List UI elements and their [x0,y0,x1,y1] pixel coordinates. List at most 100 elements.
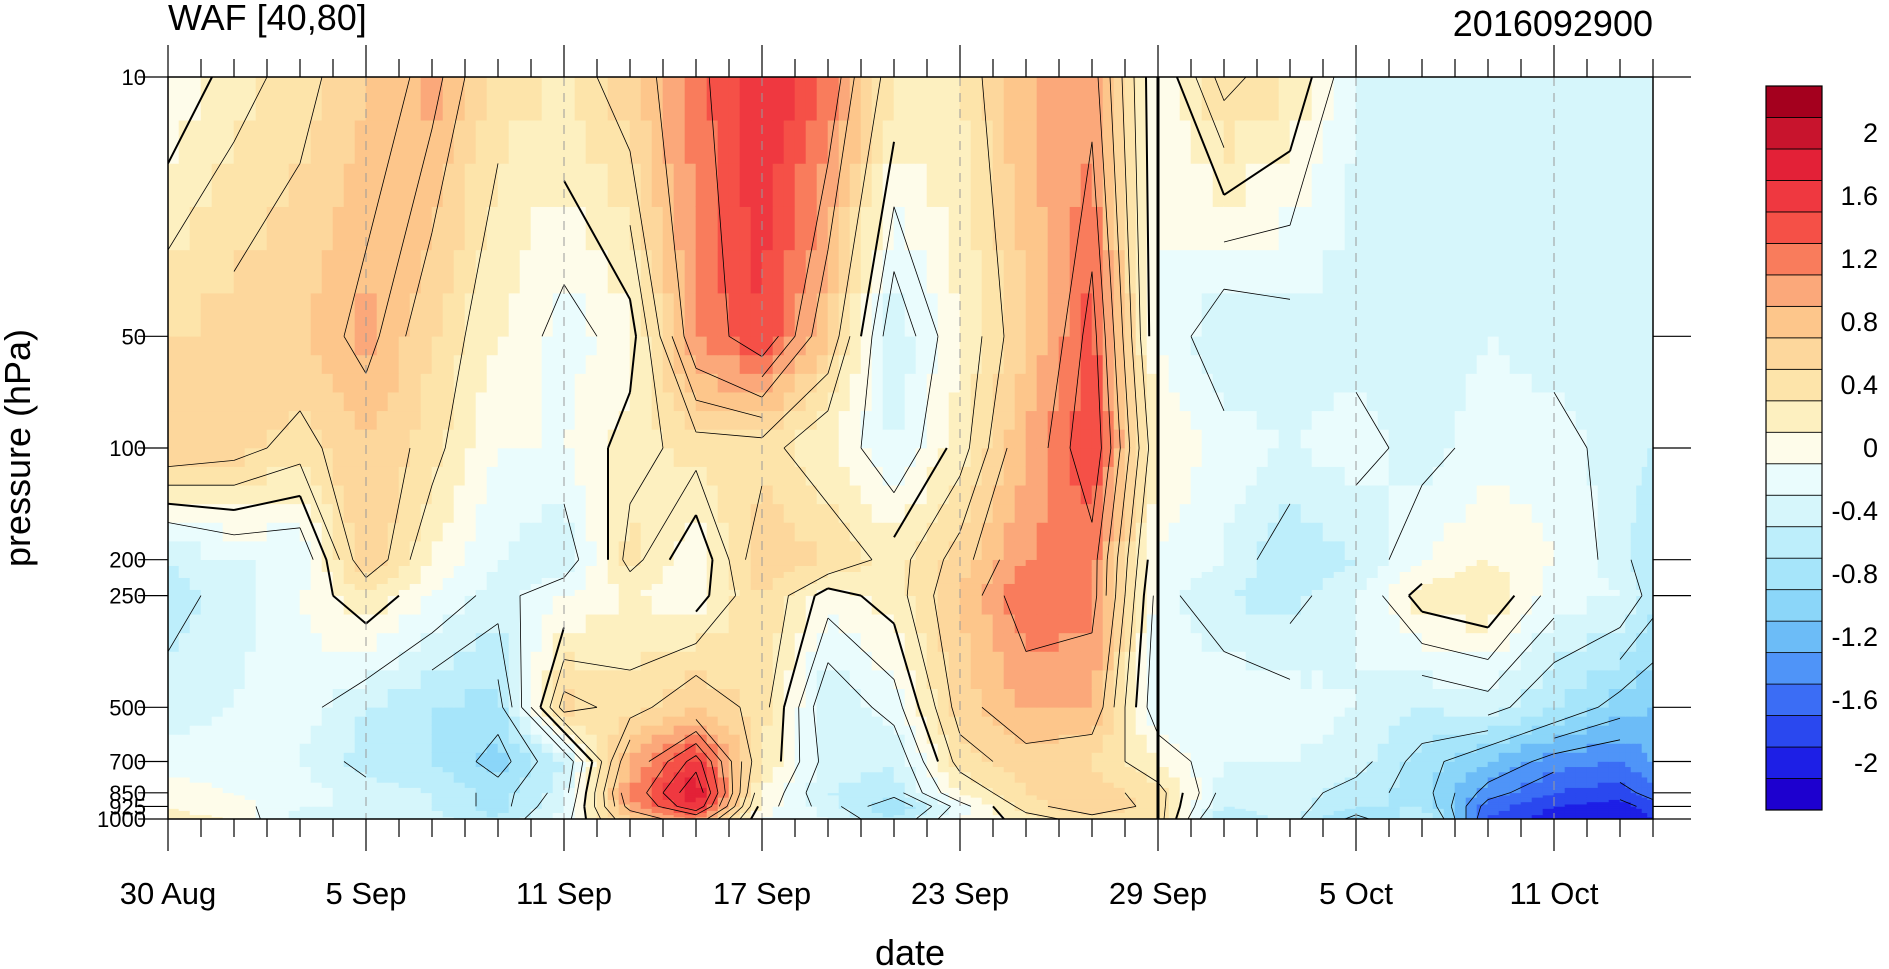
contour-cell [222,776,235,783]
contour-cell [1520,734,1533,744]
contour-cell [1608,810,1621,814]
contour-cell [1289,810,1302,814]
contour-cell [332,613,345,634]
contour-cell [1146,669,1159,690]
contour-cell [178,792,191,796]
contour-cell [1135,565,1148,572]
contour-cell [937,787,950,794]
contour-cell [168,792,180,796]
contour-cell [970,771,983,778]
contour-cell [794,752,807,762]
contour-cell [1619,766,1626,773]
contour-cell [1575,613,1588,634]
contour-cell [640,725,653,735]
contour-cell [453,669,466,690]
contour-cell [937,595,950,615]
contour-cell [1366,801,1379,805]
contour-cell [1278,577,1291,584]
contour-cell [563,761,576,768]
contour-cell [728,794,741,798]
contour-cell [1564,794,1577,798]
contour-cell [1080,782,1093,788]
contour-cell [1047,801,1060,805]
contour-cell [189,787,202,794]
contour-cell [321,725,334,735]
contour-cell [1102,571,1115,578]
contour-cell [662,583,675,590]
contour-cell [618,716,631,726]
contour-cell [1575,707,1588,717]
contour-cell [1630,716,1637,726]
contour-cell [629,766,642,773]
contour-cell [266,571,279,578]
contour-cell [442,799,455,803]
contour-cell [1069,589,1082,596]
contour-cell [1333,812,1346,816]
contour-cell [266,688,279,708]
contour-cell [1443,613,1456,634]
contour-cell [1344,782,1357,788]
contour-cell [772,559,785,566]
contour-cell [1465,801,1478,805]
contour-cell [1300,803,1313,807]
contour-cell [178,799,191,803]
contour-cell [981,669,994,690]
contour-cell [1630,776,1637,783]
contour-cell [1102,776,1115,783]
contour-cell [673,806,686,809]
contour-cell [519,716,532,726]
contour-cell [552,803,565,807]
contour-cell [1641,792,1648,796]
contour-cell [310,651,323,671]
contour-cell [772,799,785,803]
contour-cell [728,806,741,809]
contour-cell [365,716,378,726]
contour-cell [1564,812,1577,816]
contour-cell [1157,766,1170,773]
contour-cell [1267,752,1280,762]
contour-cell [607,761,620,768]
contour-cell [1047,716,1060,726]
contour-cell [651,734,664,744]
contour-cell [387,595,400,615]
contour-cell [541,734,554,744]
contour-cell [222,766,235,773]
contour-cell [1069,801,1082,805]
contour-cell [475,716,488,726]
contour-cell [651,743,664,753]
contour-cell [1509,583,1522,590]
contour-cell [1421,787,1434,794]
contour-cell [1432,613,1445,634]
contour-cell [1597,812,1610,816]
contour-cell [277,761,290,768]
contour-cell [1322,571,1335,578]
contour-cell [1388,595,1401,615]
contour-cell [1245,571,1258,578]
contour-cell [354,792,367,796]
contour-cell [1586,787,1599,794]
contour-cell [387,577,400,584]
contour-cell [1256,814,1269,818]
contour-cell [1636,651,1643,671]
contour-cell [211,725,224,735]
contour-cell [1014,799,1027,803]
contour-cell [299,595,312,615]
contour-cell [409,761,422,768]
contour-cell [343,669,356,690]
contour-cell [1465,761,1478,768]
contour-cell [1366,595,1379,615]
contour-cell [387,812,400,816]
contour-cell [618,761,631,768]
contour-cell [1168,816,1181,819]
contour-cell [519,792,532,796]
contour-cell [354,776,367,783]
contour-cell [1047,808,1060,811]
contour-cell [585,669,598,690]
contour-cell [640,799,653,803]
contour-cell [937,583,950,590]
contour-cell [1344,801,1357,805]
contour-cell [1168,801,1181,805]
contour-cell [948,595,961,615]
contour-cell [310,716,323,726]
contour-cell [519,799,532,803]
